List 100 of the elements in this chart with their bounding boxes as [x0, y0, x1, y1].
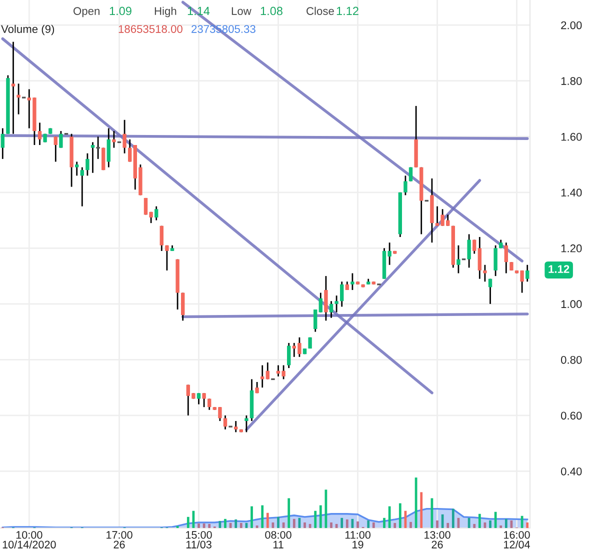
bar [304, 522, 306, 528]
candlestick [90, 142, 95, 174]
candlestick [160, 225, 164, 252]
annotation: 18653518.00 [118, 25, 182, 33]
candlestick [472, 239, 476, 254]
candlestick [483, 264, 487, 282]
bar [372, 522, 375, 528]
candlestick [334, 294, 338, 313]
bar [446, 522, 450, 528]
candlestick [59, 130, 63, 148]
bar [436, 520, 438, 528]
candlestick [180, 292, 185, 322]
candlestick [525, 264, 530, 282]
candlestick [112, 130, 116, 148]
x-tick-label: 10:00 10/14/2020 [2, 531, 56, 548]
x-tick-label: 17:00 26 [106, 531, 132, 548]
bar [356, 521, 359, 528]
bar [410, 522, 412, 528]
candlestick [11, 41, 16, 135]
x-tick-label: 08:00 11 [265, 531, 292, 548]
x-tick-label: 16:00 12/04 [504, 531, 530, 548]
bar [277, 516, 280, 528]
candlestick [86, 152, 90, 176]
y-tick-label: 0.80 [560, 356, 582, 364]
candlestick [286, 342, 291, 369]
candlestick [196, 392, 201, 405]
x-tick-label: 15:00 11/03 [186, 531, 212, 548]
bar [398, 503, 402, 528]
x-tick-label: 13:00 26 [424, 531, 450, 548]
candlestick [340, 280, 344, 308]
text: 1.12 [548, 265, 570, 273]
candlestick [244, 414, 248, 433]
bar [367, 520, 370, 528]
bar [420, 492, 423, 528]
bar [394, 522, 396, 528]
candlestick [318, 292, 323, 313]
bar [240, 522, 242, 528]
annotation: 1.08 [260, 6, 282, 16]
bar [504, 518, 508, 528]
bar [330, 522, 332, 528]
annotation: 1.09 [110, 6, 132, 16]
chart-title: Volume (9) [1, 24, 54, 36]
bar [208, 524, 211, 528]
y-tick-label: 1.20 [561, 244, 582, 252]
candlestick [329, 300, 334, 319]
candlestick [467, 234, 471, 268]
bar [500, 525, 502, 528]
bar [346, 519, 348, 528]
candlestick [128, 138, 132, 162]
bar [186, 516, 190, 528]
bar [261, 505, 264, 528]
bar [383, 518, 386, 528]
annotation: Open [74, 7, 100, 18]
candlestick [266, 362, 270, 380]
candlestick [234, 420, 238, 433]
candlestick [202, 392, 206, 408]
candlestick [313, 308, 318, 332]
candlestick [80, 166, 84, 208]
bar [250, 506, 253, 528]
bar [526, 522, 529, 528]
candlestick [38, 122, 42, 146]
candlestick [504, 242, 508, 274]
candlestick [494, 244, 498, 277]
bar [473, 524, 476, 528]
bar [224, 518, 226, 528]
candlestick [106, 128, 111, 168]
bar [314, 510, 317, 528]
bar [234, 519, 238, 528]
candlestick [54, 136, 58, 162]
candlestick [165, 244, 169, 272]
bar [266, 512, 269, 528]
bar [340, 518, 344, 528]
candlestick [154, 206, 158, 221]
bar [452, 508, 454, 528]
candlestick [350, 272, 354, 291]
bar [478, 514, 481, 528]
candlestick [324, 275, 328, 322]
bar [198, 523, 200, 528]
candlestick [488, 278, 492, 305]
candlestick [0, 128, 5, 160]
annotation: 1.12 [336, 6, 358, 16]
candlestick [207, 398, 212, 411]
bar [292, 518, 296, 528]
annotation: 1.14 [188, 6, 210, 16]
bar [489, 520, 492, 528]
candlestick [16, 82, 20, 116]
y-tick-label: 1.00 [561, 300, 582, 308]
bar [319, 505, 322, 528]
candlestick [74, 161, 79, 176]
candlestick [122, 119, 126, 154]
annotation: High [154, 6, 176, 18]
bar [288, 498, 290, 528]
y-tick-label: 0.60 [560, 412, 582, 420]
candlestick [404, 174, 408, 196]
x-tick-label: 11:00 19 [345, 531, 370, 548]
candlestick [223, 414, 228, 430]
candlestick [456, 244, 460, 274]
y-tick-label: 1.60 [561, 132, 582, 141]
y-tick-label: 1.80 [561, 77, 582, 85]
annotation: Low [232, 7, 252, 15]
